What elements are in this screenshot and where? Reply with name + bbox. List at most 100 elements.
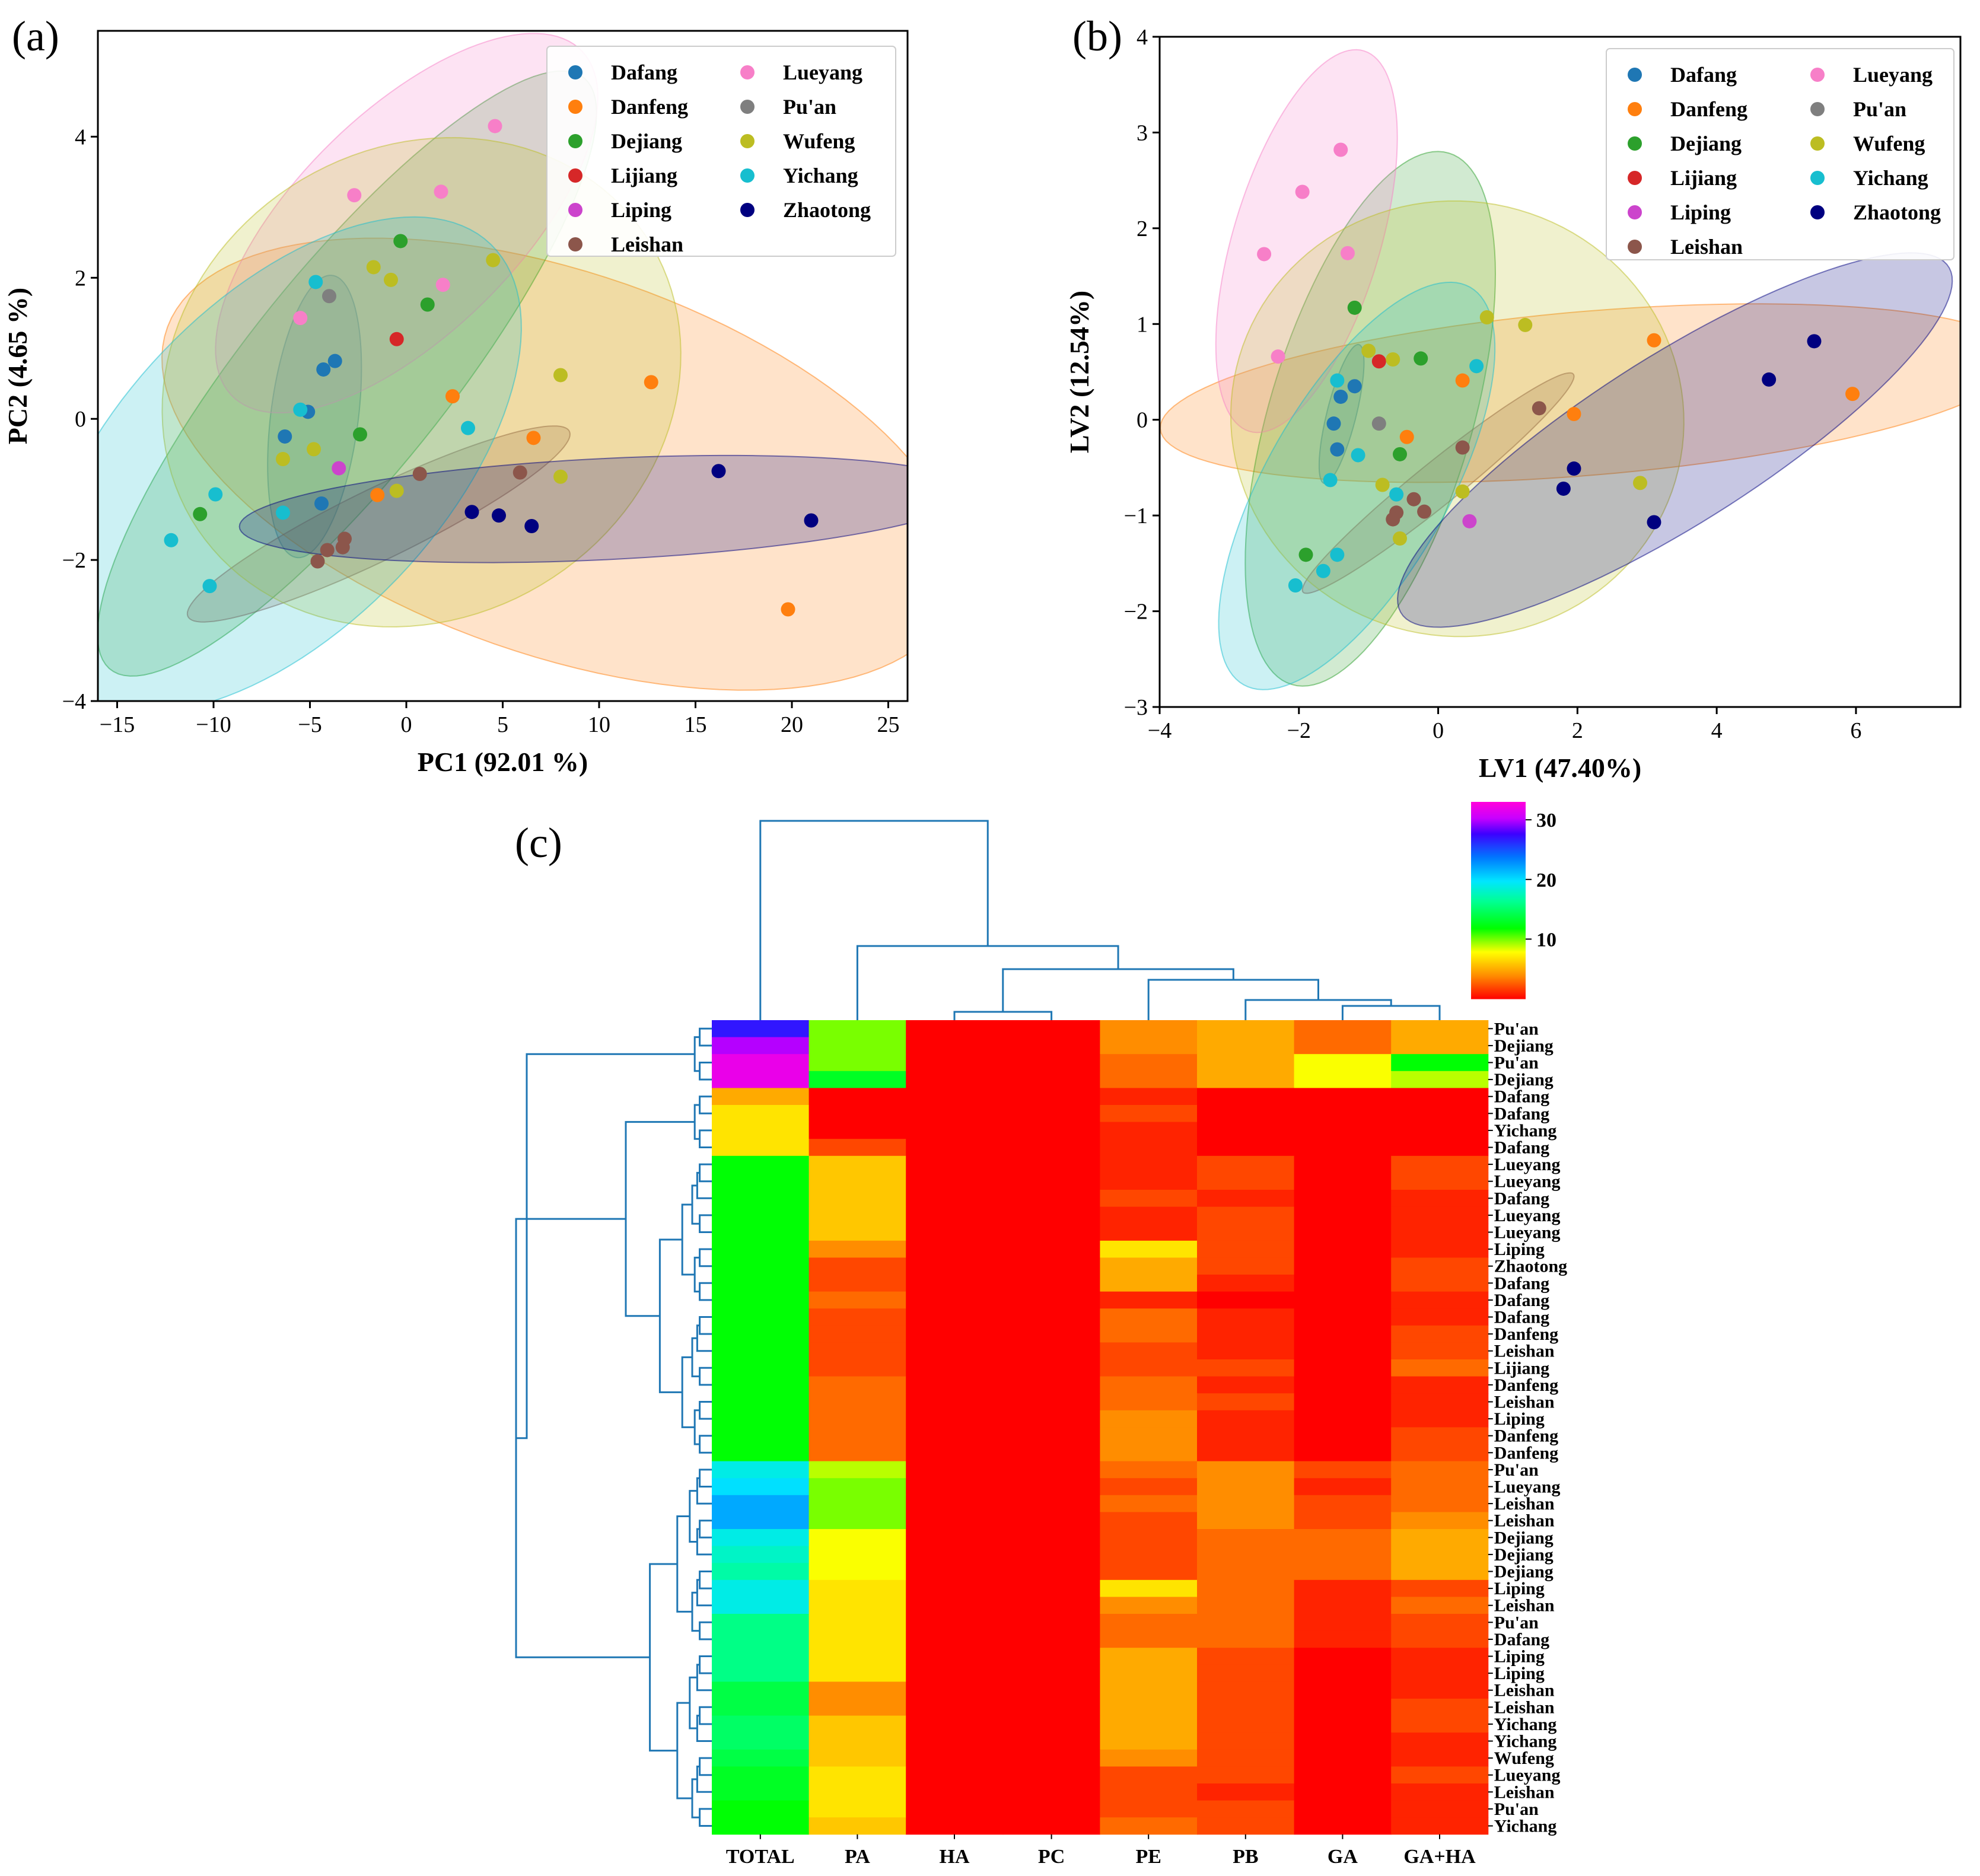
heatmap-cell [1100,1597,1198,1614]
heatmap-cell [712,1206,810,1224]
heatmap-cell [1294,1088,1392,1106]
legend-marker-wufeng [740,134,755,148]
y-tick-label: 0 [75,407,86,432]
point-lueyang [1340,246,1355,260]
confidence-ellipse-dafang [1318,343,1365,485]
heatmap-cell [808,1206,906,1224]
point-wufeng [1361,343,1376,358]
heatmap-cell [1391,1376,1489,1394]
colorbar-segment [1471,884,1526,886]
point-wufeng [1633,476,1647,491]
x-tick-label: −4 [1148,718,1172,743]
point-wufeng [486,253,501,267]
heatmap-cell [1391,1461,1489,1479]
heatmap-cell [1002,1122,1100,1139]
legend-marker-danfeng [568,100,582,114]
point-lueyang [434,184,448,199]
point-dejiang [1298,547,1313,562]
heatmap-cell [1197,1529,1295,1547]
colorbar-segment [1471,910,1526,912]
colorbar-segment [1471,890,1526,891]
heatmap-cell [808,1766,906,1784]
colorbar-segment [1471,879,1526,881]
colorbar-segment [1471,930,1526,932]
point-zhaotong [464,505,479,520]
heatmap-cell [906,1410,1004,1428]
heatmap-cell [1002,1139,1100,1157]
point-wufeng [276,452,290,467]
heatmap-cell [1197,1240,1295,1258]
x-tick-label: 2 [1572,718,1583,743]
heatmap-cell [1002,1071,1100,1088]
legend-label-liping: Liping [1670,200,1731,224]
heatmap-cell [712,1105,810,1123]
heatmap-cell [906,1071,1004,1088]
heatmap-cell [712,1664,810,1682]
colorbar-segment [1471,813,1526,814]
colorbar-segment [1471,947,1526,948]
heatmap-cell [1100,1579,1198,1597]
heatmap-cell [1391,1478,1489,1496]
heatmap-cell [808,1427,906,1445]
colorbar-segment [1471,887,1526,889]
row-label-pu-an: Pu'an [1494,1613,1539,1632]
colorbar-segment [1471,853,1526,855]
heatmap-cell [906,1376,1004,1394]
colorbar-segment [1471,986,1526,988]
heatmap-cell [1100,1376,1198,1394]
heatmap-cell [1294,1190,1392,1208]
dendrogram-link [515,1218,650,1658]
colorbar-segment [1471,916,1526,918]
x-tick-label: 15 [685,712,707,737]
heatmap-cell [808,1478,906,1496]
colorbar-segment [1471,874,1526,876]
colorbar-segment [1471,907,1526,909]
heatmap-cell [1294,1427,1392,1445]
colorbar-segment [1471,842,1526,844]
colorbar-segment [1471,888,1526,890]
heatmap-cell [1100,1291,1198,1309]
x-tick-label: 10 [588,712,610,737]
heatmap-cell [1197,1071,1295,1088]
heatmap-cell [712,1444,810,1462]
row-label-lueyang: Lueyang [1494,1155,1561,1174]
point-leishan [1455,440,1470,455]
legend-marker-liping [568,203,582,217]
heatmap-cell [1294,1546,1392,1563]
heatmap-cell [1197,1359,1295,1377]
point-lueyang [1271,349,1285,364]
heatmap-cell [1100,1342,1198,1360]
heatmap-cell [906,1597,1004,1614]
colorbar-segment [1471,983,1526,985]
colorbar-segment [1471,993,1526,995]
heatmap-cell [712,1597,810,1614]
dendrogram-link [676,1515,692,1613]
heatmap-cell [712,1699,810,1716]
row-label-liping: Liping [1494,1579,1545,1598]
legend-label-yichang: Yichang [783,164,858,187]
heatmap-cell [1002,1817,1100,1835]
colorbar-segment [1471,816,1526,818]
row-label-lueyang: Lueyang [1494,1206,1561,1225]
colorbar-segment [1471,924,1526,926]
heatmap-cell [1391,1257,1489,1275]
heatmap-cell [906,1275,1004,1292]
heatmap-cell [1391,1325,1489,1343]
heatmap-cell [1391,1495,1489,1512]
point-yichang [202,579,217,594]
colorbar-segment [1471,912,1526,914]
colorbar-segment [1471,925,1526,927]
point-lueyang [1295,184,1310,199]
heatmap-cell [1002,1630,1100,1648]
heatmap-cell [906,1240,1004,1258]
legend-label-yichang: Yichang [1853,166,1928,190]
heatmap-cell [808,1495,906,1512]
heatmap-cell [906,1088,1004,1106]
heatmap-cell [808,1173,906,1190]
row-label-dejiang: Dejiang [1494,1036,1554,1056]
colorbar-segment [1471,898,1526,900]
legend-label-wufeng: Wufeng [783,129,855,153]
colorbar-segment [1471,832,1526,833]
heatmap-cell [808,1088,906,1106]
legend-label-zhaotong: Zhaotong [783,198,871,222]
